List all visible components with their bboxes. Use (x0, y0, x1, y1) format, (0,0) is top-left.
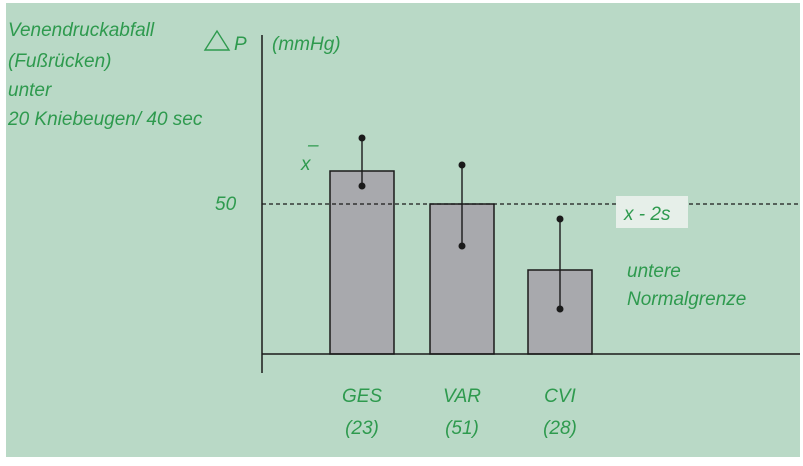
y-axis-symbol: P (234, 34, 247, 55)
whisker-upper-point (358, 134, 366, 142)
x-tick-label: CVI (544, 386, 576, 407)
title-line: Venendruckabfall (8, 20, 155, 41)
threshold-label-box (616, 196, 688, 228)
threshold-label: x - 2s (623, 204, 671, 225)
whisker-lower-point (358, 182, 366, 190)
mean-overbar: – (307, 135, 319, 156)
whisker-lower-point (458, 242, 466, 250)
y-axis-unit: (mmHg) (272, 34, 341, 55)
chart-title: Venendruckabfall (Fußrücken) unter 20 Kn… (7, 20, 203, 130)
x-count-label: (51) (445, 418, 479, 439)
delta-symbol-icon (203, 29, 231, 51)
whisker-upper-point (556, 215, 564, 223)
chart-background (6, 3, 800, 457)
mean-label: x (300, 154, 312, 175)
threshold-note-line: Normalgrenze (627, 289, 746, 310)
title-line: unter (8, 80, 52, 101)
title-line: 20 Kniebeugen/ 40 sec (7, 109, 203, 130)
x-tick-label: GES (342, 386, 382, 407)
whisker-lower-point (556, 305, 564, 313)
y-tick-label: 50 (215, 194, 237, 215)
whisker-upper-point (458, 161, 466, 169)
x-count-label: (28) (543, 418, 577, 439)
threshold-note-line: untere (627, 261, 681, 282)
x-tick-label: VAR (443, 386, 481, 407)
bar-ges (329, 170, 395, 355)
x-count-label: (23) (345, 418, 379, 439)
title-line: (Fußrücken) (8, 51, 111, 72)
